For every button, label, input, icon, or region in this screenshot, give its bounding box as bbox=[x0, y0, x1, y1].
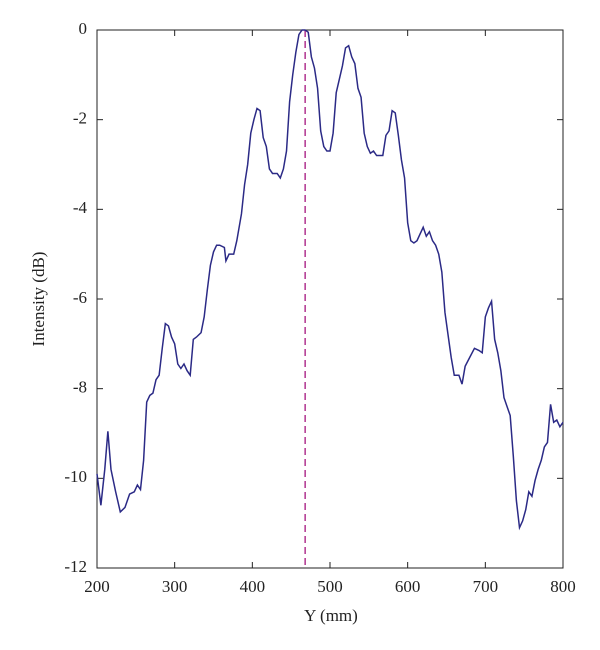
y-axis-label: Intensity (dB) bbox=[29, 252, 48, 347]
y-tick-label: -2 bbox=[73, 109, 87, 128]
y-tick-label: -8 bbox=[73, 378, 87, 397]
y-tick-label: -6 bbox=[73, 288, 87, 307]
x-tick-label: 300 bbox=[162, 577, 188, 596]
y-tick-label: -12 bbox=[64, 557, 87, 576]
x-axis-label: Y (mm) bbox=[304, 606, 358, 625]
y-tick-label: -4 bbox=[73, 198, 88, 217]
x-tick-label: 600 bbox=[395, 577, 421, 596]
x-tick-label: 400 bbox=[240, 577, 266, 596]
x-tick-label: 200 bbox=[84, 577, 110, 596]
x-tick-label: 500 bbox=[317, 577, 343, 596]
y-tick-label: -10 bbox=[64, 467, 87, 486]
plot-frame bbox=[96, 29, 564, 569]
y-tick-label: 0 bbox=[79, 19, 88, 38]
x-tick-label: 700 bbox=[473, 577, 499, 596]
data-line bbox=[96, 29, 564, 531]
x-tick-label: 800 bbox=[550, 577, 576, 596]
